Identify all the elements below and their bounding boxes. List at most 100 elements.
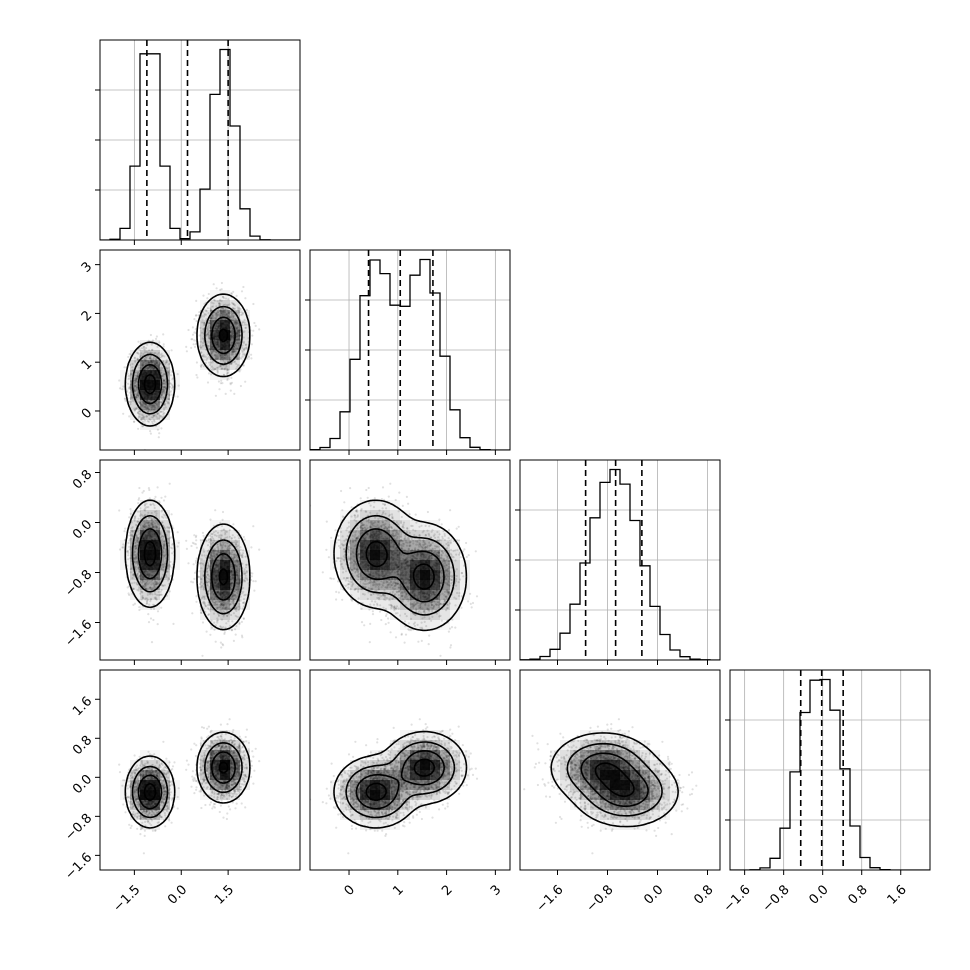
sample-point (133, 557, 136, 560)
sample-point (162, 379, 165, 382)
sample-point (141, 591, 144, 594)
sample-point (210, 552, 213, 555)
sample-point (151, 399, 154, 402)
sample-point (207, 346, 210, 350)
sample-point (185, 539, 188, 542)
sample-point (147, 521, 150, 524)
sample-point (244, 555, 247, 558)
sample-point (201, 595, 204, 598)
sample-point (152, 406, 155, 409)
sample-point (200, 346, 203, 349)
sample-point (200, 365, 203, 368)
sample-point (210, 352, 213, 355)
sample-point (133, 407, 136, 410)
sample-point (153, 522, 157, 525)
sample-point (144, 403, 147, 406)
sample-point (142, 353, 145, 356)
sample-point (143, 520, 146, 523)
sample-point (238, 352, 241, 355)
sample-point (121, 388, 124, 391)
sample-point (194, 536, 197, 539)
sample-point (200, 316, 203, 319)
sample-point (135, 379, 138, 383)
sample-point (134, 374, 138, 377)
density-cell (210, 330, 220, 340)
sample-point (235, 328, 238, 331)
density-cell (200, 340, 210, 350)
sample-point (220, 311, 223, 315)
sample-point (134, 557, 137, 560)
sample-point (129, 571, 132, 574)
sample-point (227, 311, 230, 314)
sample-point (162, 513, 165, 516)
density-cell (160, 350, 170, 360)
sample-point (229, 315, 232, 318)
sample-point (135, 560, 139, 563)
sample-point (212, 283, 215, 286)
sample-point (158, 364, 161, 367)
sample-point (200, 351, 203, 354)
sample-point (159, 414, 163, 417)
sample-point (144, 585, 147, 588)
sample-point (158, 414, 161, 417)
sample-point (244, 593, 247, 596)
sample-point (137, 416, 140, 419)
sample-point (227, 316, 230, 319)
sample-point (231, 316, 234, 319)
sample-point (234, 343, 237, 346)
density-cell (160, 380, 170, 390)
sample-point (205, 310, 208, 313)
density-cell (240, 330, 250, 340)
sample-point (161, 416, 164, 419)
sample-point (245, 346, 248, 349)
sample-point (236, 540, 239, 544)
sample-point (150, 511, 153, 515)
sample-point (152, 409, 155, 412)
sample-point (235, 565, 238, 568)
sample-point (133, 356, 136, 359)
sample-point (143, 585, 146, 589)
sample-point (160, 588, 163, 592)
sample-point (152, 502, 155, 505)
sample-point (212, 603, 215, 607)
sample-point (147, 410, 150, 413)
sample-point (150, 522, 153, 525)
sample-point (195, 595, 198, 598)
sample-point (150, 404, 153, 407)
sample-point (206, 567, 209, 570)
density-cell (120, 370, 130, 380)
sample-point (221, 295, 224, 299)
sample-point (229, 382, 232, 385)
sample-point (244, 574, 247, 577)
sample-point (220, 311, 223, 314)
sample-point (147, 366, 150, 370)
sample-point (215, 305, 218, 308)
sample-point (156, 361, 159, 364)
sample-point (164, 562, 167, 565)
sample-point (135, 396, 139, 399)
sample-point (135, 541, 138, 544)
sample-point (159, 415, 162, 418)
sample-point (228, 316, 231, 319)
sample-point (222, 604, 225, 607)
sample-point (243, 580, 246, 583)
sample-point (152, 359, 155, 362)
sample-point (135, 534, 138, 537)
sample-point (145, 521, 149, 525)
density-cell (140, 340, 150, 350)
sample-point (237, 363, 240, 367)
sample-point (241, 355, 244, 358)
sample-point (129, 557, 132, 560)
sample-point (220, 288, 223, 291)
sample-point (219, 625, 222, 628)
sample-point (194, 343, 197, 346)
sample-point (232, 348, 235, 351)
sample-point (131, 526, 134, 529)
density-cell (130, 380, 140, 390)
sample-point (145, 597, 149, 600)
sample-point (233, 553, 236, 556)
sample-point (232, 553, 235, 556)
density-cell (210, 300, 220, 310)
sample-point (224, 367, 227, 370)
sample-point (216, 552, 219, 556)
